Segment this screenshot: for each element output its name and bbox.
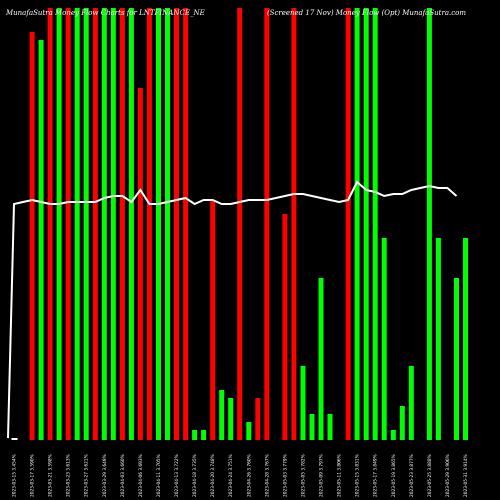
bar-green-26: [246, 422, 252, 440]
bar-green-38: [354, 8, 360, 440]
x-tick-label-40: 2023-05-17 3.849%: [373, 454, 379, 497]
bar-red-2: [29, 32, 35, 440]
bar-green-42: [390, 430, 396, 440]
x-axis-labels: 2023-03-15 3.454% 2023-03-17 3.590% 2023-0…: [12, 454, 470, 497]
bar-green-16: [156, 8, 161, 440]
x-tick-label-36: 2023-05-11 3.806%: [337, 454, 343, 497]
x-tick-label-38: 2023-05-15 3.831%: [355, 454, 361, 497]
bar-red-15: [146, 8, 152, 440]
x-tick-label-14: 2023-04-06 3.693%: [138, 454, 144, 497]
x-tick-label-50: 2023-05-31 3.914%: [463, 454, 469, 497]
bar-green-41: [381, 238, 387, 440]
x-tick-label-30: 2023-05-03 3.779%: [282, 454, 288, 497]
bar-red-19: [183, 8, 189, 440]
bar-green-3: [38, 40, 44, 440]
bar-green-21: [201, 430, 207, 440]
bar-red-22: [210, 200, 216, 440]
bar-red-4: [47, 8, 53, 440]
bar-green-33: [309, 414, 315, 440]
bar-green-24: [228, 398, 234, 440]
x-tick-label-26: 2023-04-26 3.760%: [246, 454, 252, 497]
bar-green-39: [363, 8, 369, 440]
bar-green-7: [74, 8, 80, 440]
bar-green-10: [101, 8, 107, 440]
bar-green-47: [435, 238, 441, 440]
bar-green-46: [426, 8, 432, 440]
x-tick-label-0: 2023-03-15 3.454%: [12, 454, 18, 497]
bar-red-12: [119, 8, 125, 440]
bar-green-17: [165, 8, 170, 440]
x-tick-label-10: 2023-03-29 3.649%: [102, 454, 108, 497]
x-tick-label-22: 2023-04-20 3.748%: [210, 454, 216, 497]
bar-green-8: [83, 8, 89, 440]
chart-source-note: (Screened 17 Nov) Money Flow (Opt) Munaf…: [266, 9, 466, 17]
x-tick-label-16: 2023-04-11 3.705%: [156, 454, 162, 497]
x-tick-label-12: 2023-04-03 3.660%: [120, 454, 126, 497]
bar-green-40: [372, 8, 378, 440]
bar-green-5: [56, 8, 62, 440]
bar-green-34: [318, 278, 324, 440]
bar-red-28: [264, 8, 270, 440]
x-tick-label-48: 2023-05-29 3.906%: [445, 454, 451, 497]
bar-green-32: [300, 366, 306, 440]
x-tick-label-32: 2023-05-05 3.782%: [301, 454, 307, 497]
x-tick-label-18: 2023-04-13 3.722%: [174, 454, 180, 497]
bar-red-31: [291, 8, 297, 440]
x-tick-label-46: 2023-05-25 3.888%: [427, 454, 433, 497]
x-tick-label-20: 2023-04-18 3.735%: [192, 454, 198, 497]
bar-green-13: [128, 8, 134, 440]
x-tick-label-8: 2023-03-27 3.621%: [84, 454, 90, 497]
x-tick-label-44: 2023-05-23 3.877%: [409, 454, 415, 497]
bar-red-9: [92, 8, 98, 440]
bar-red-14: [137, 88, 143, 440]
x-tick-label-34: 2023-05-09 3.797%: [319, 454, 325, 497]
bar-green-35: [327, 414, 333, 440]
money-flow-line: [7, 180, 458, 439]
bar-red-18: [174, 8, 179, 440]
bar-green-11: [110, 8, 116, 440]
bar-green-50: [463, 238, 468, 440]
x-tick-label-42: 2023-05-19 3.865%: [391, 454, 397, 497]
bar-red-25: [237, 8, 243, 440]
bar-green-23: [219, 390, 225, 440]
bar-green-43: [399, 406, 405, 440]
bar-green-44: [408, 366, 414, 440]
x-tick-label-4: 2023-03-21 3.598%: [48, 454, 54, 497]
x-tick-label-2: 2023-03-17 3.590%: [30, 454, 36, 497]
x-tick-label-24: 2023-04-24 3.751%: [228, 454, 234, 497]
x-tick-label-28: 2023-04-28 3.767%: [264, 454, 270, 497]
bar-red-37: [345, 8, 351, 440]
x-tick-label-6: 2023-03-23 3.613%: [66, 454, 72, 497]
bar-red-30: [282, 214, 288, 440]
bar-red-6: [65, 8, 71, 440]
bar-green-49: [454, 278, 459, 440]
bar-green-20: [192, 430, 198, 440]
bar-neutral-0: [11, 438, 18, 440]
bar-red-27: [255, 398, 261, 440]
chart-title: MunafaSutra Money Flow Charts for LNTFIN…: [6, 9, 205, 17]
bar-group: [11, 8, 468, 440]
